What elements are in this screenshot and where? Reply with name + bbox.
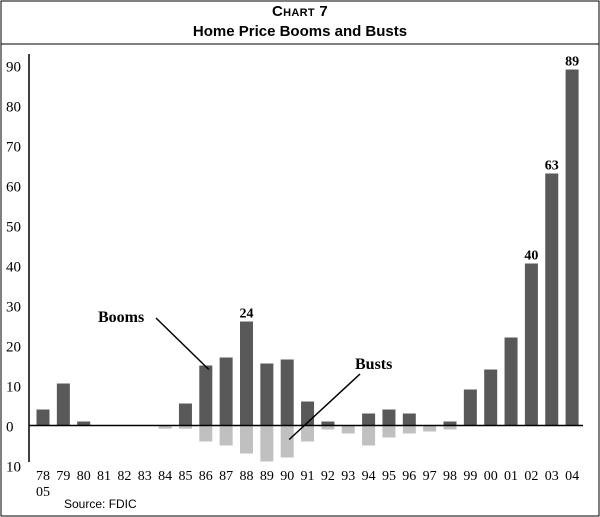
bust-bar-93: [341, 425, 355, 434]
y-tick-label: 80: [6, 100, 21, 116]
y-tick-label-negative: 10: [6, 460, 21, 476]
chart-number: Chart 7: [272, 3, 328, 20]
boom-bar-92: [321, 421, 335, 426]
bust-bar-96: [402, 425, 416, 434]
bust-bar-85: [178, 425, 192, 429]
boom-bar-02: [524, 263, 538, 426]
boom-bar-89: [260, 363, 274, 426]
x-tick-label: 97: [423, 469, 437, 484]
x-tick-label: 87: [219, 469, 233, 484]
x-tick-label: 82: [117, 469, 131, 484]
y-tick-labels: 90 80 70 60 50 40 30 20 10 0 10: [6, 60, 21, 476]
boom-bar-88: [240, 321, 253, 426]
boom-bar-95: [382, 409, 396, 426]
boom-bar-87: [219, 357, 233, 426]
x-tick-labels: 78 79 80 81 82 83 84 85 86 87 88 89 90 91 92 93 94 95 96 97…: [36, 469, 579, 500]
x-tick-label: 83: [138, 469, 152, 484]
y-tick-label: 60: [6, 180, 21, 196]
x-tick-label: 00: [484, 469, 498, 484]
boom-bar-86: [199, 365, 213, 426]
boom-bar-79: [56, 383, 70, 426]
data-label: 63: [545, 159, 559, 174]
x-tick-label: 80: [77, 469, 91, 484]
data-labels: 24 40 63 89: [240, 55, 580, 322]
boom-bar-98: [443, 421, 457, 426]
bust-bar-90: [280, 425, 294, 458]
bust-bar-95: [382, 425, 396, 438]
bust-bar-84: [158, 425, 172, 429]
x-tick-label: 86: [199, 469, 213, 484]
boom-bar-99: [463, 389, 477, 426]
bust-bar-92: [321, 425, 335, 430]
boom-bar-90: [280, 359, 294, 426]
data-label: 89: [565, 55, 579, 70]
x-tick-label: 98: [443, 469, 457, 484]
x-tick-label: 85: [178, 469, 192, 484]
bust-bar-91: [301, 425, 315, 442]
x-tick-label-extra: 05: [36, 485, 50, 500]
bust-bar-97: [423, 425, 437, 432]
x-tick-label: 03: [545, 469, 559, 484]
x-tick-label: 91: [301, 469, 315, 484]
data-label: 24: [240, 307, 254, 322]
x-tick-label: 78: [36, 469, 50, 484]
x-tick-label: 99: [463, 469, 477, 484]
booms-annotation: Booms: [98, 309, 144, 326]
y-tick-label: 40: [6, 260, 21, 276]
boom-bar-94: [362, 413, 376, 426]
bust-bar-89: [260, 425, 274, 462]
x-tick-label: 02: [524, 469, 538, 484]
booms-series: [36, 69, 579, 426]
annotations: Booms Busts: [98, 309, 392, 441]
boom-bar-03: [545, 173, 559, 426]
x-tick-label: 93: [341, 469, 355, 484]
boom-bar-00: [484, 369, 498, 426]
chart-title: Home Price Booms and Busts: [192, 23, 408, 40]
busts-leader-line: [288, 373, 361, 441]
x-tick-label: 89: [260, 469, 274, 484]
y-tick-label: 20: [6, 340, 21, 356]
boom-bar-96: [402, 413, 416, 426]
y-tick-label: 70: [6, 140, 21, 156]
x-tick-label: 81: [97, 469, 111, 484]
x-tick-label: 84: [158, 469, 172, 484]
boom-bar-78: [36, 409, 50, 426]
x-tick-label: 95: [382, 469, 396, 484]
x-tick-label: 04: [565, 469, 579, 484]
x-tick-label: 94: [362, 469, 376, 484]
boom-bar-85: [178, 403, 192, 426]
source-note: Source: FDIC: [64, 497, 137, 511]
boom-bar-01: [504, 337, 518, 426]
x-tick-label: 79: [56, 469, 70, 484]
bust-bar-87: [219, 425, 233, 446]
bust-bar-94: [362, 425, 376, 446]
data-label: 40: [524, 249, 538, 264]
booms-leader-line: [155, 317, 210, 371]
y-tick-label: 50: [6, 220, 21, 236]
x-tick-label: 90: [280, 469, 294, 484]
x-tick-label: 92: [321, 469, 335, 484]
y-tick-label: 0: [6, 420, 14, 436]
boom-bar-04: [565, 69, 579, 426]
y-tick-label: 10: [6, 380, 21, 396]
bust-bar-98: [443, 425, 457, 430]
busts-annotation: Busts: [355, 356, 392, 373]
boom-bar-80: [77, 421, 91, 426]
y-tick-label: 30: [6, 300, 21, 316]
busts-series: [158, 425, 457, 462]
x-tick-label: 88: [240, 469, 254, 484]
bust-bar-86: [199, 425, 213, 442]
x-tick-label: 96: [402, 469, 416, 484]
bust-bar-88: [240, 425, 253, 454]
y-tick-label: 90: [6, 60, 21, 76]
x-tick-label: 01: [504, 469, 518, 484]
